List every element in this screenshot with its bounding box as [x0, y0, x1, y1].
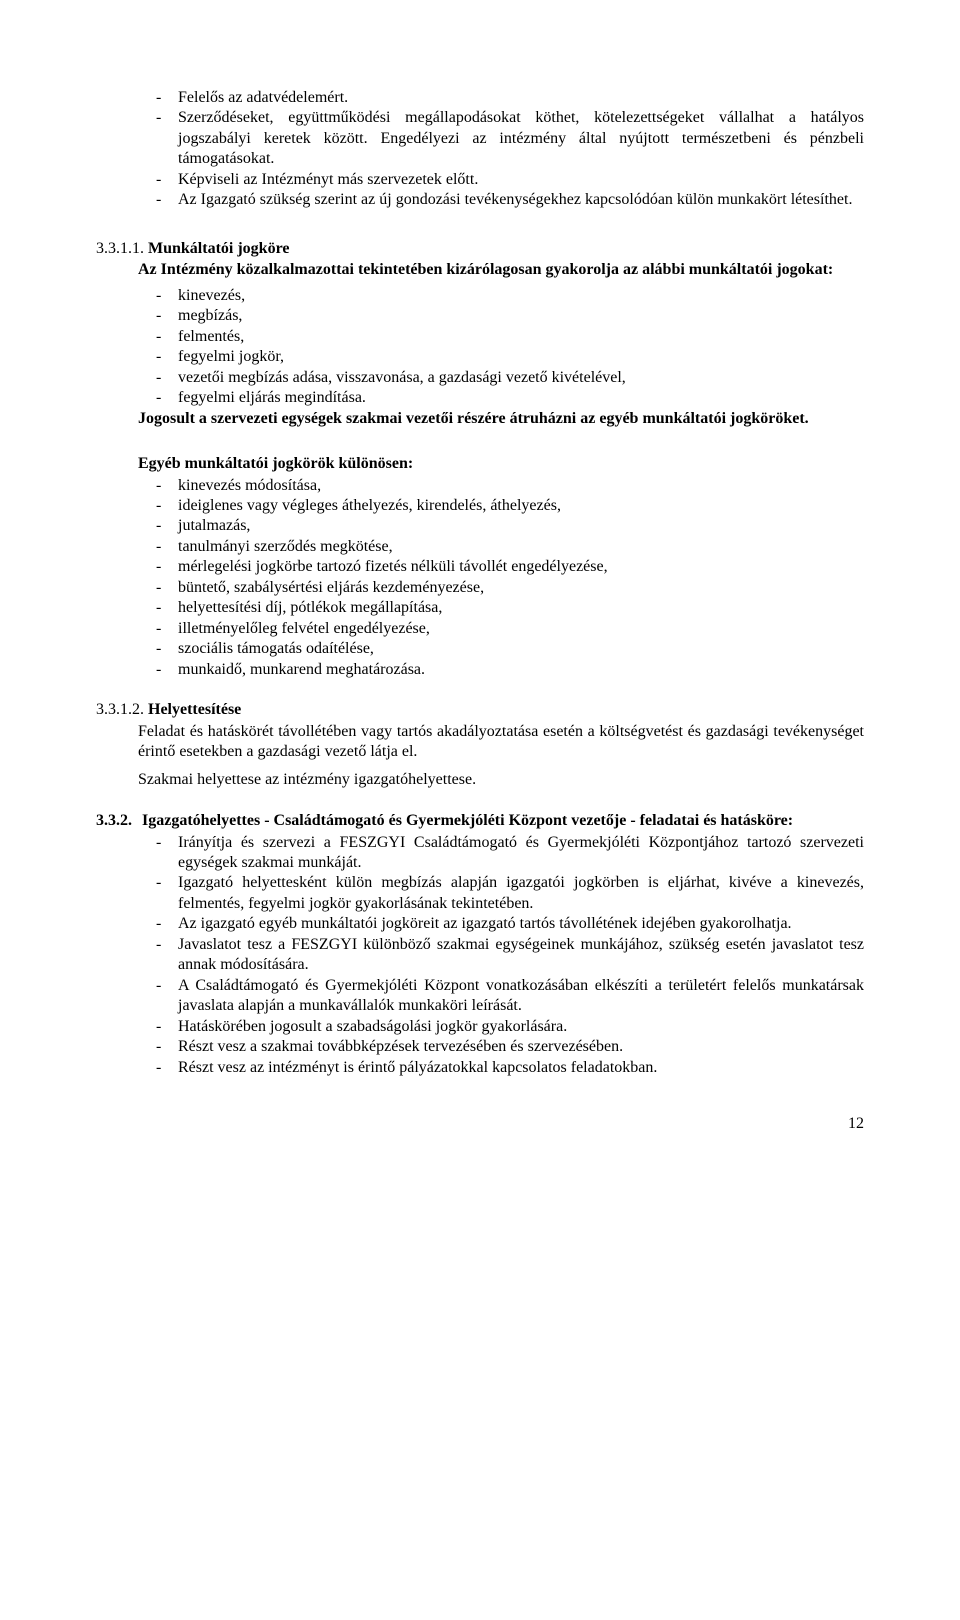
section-number: 3.3.2.: [96, 812, 132, 829]
section-heading: 3.3.1.2. Helyettesítése: [96, 700, 864, 720]
list-item-text: jutalmazás,: [178, 517, 250, 534]
list-item: jutalmazás,: [138, 516, 864, 536]
list-item: Szerződéseket, együttműködési megállapod…: [138, 108, 864, 169]
list-item-text: Szerződéseket, együttműködési megállapod…: [178, 109, 864, 167]
list-item: felmentés,: [138, 327, 864, 347]
list-item-text: Javaslatot tesz a FESZGYI különböző szak…: [178, 936, 864, 973]
list-item: kinevezés módosítása,: [138, 476, 864, 496]
list-item: munkaidő, munkarend meghatározása.: [138, 660, 864, 680]
list-item-text: Irányítja és szervezi a FESZGYI Családtá…: [178, 834, 864, 871]
list-item: Javaslatot tesz a FESZGYI különböző szak…: [138, 935, 864, 976]
list-item: Részt vesz az intézményt is érintő pályá…: [138, 1058, 864, 1078]
list-item: A Családtámogató és Gyermekjóléti Közpon…: [138, 976, 864, 1017]
list-item: kinevezés,: [138, 286, 864, 306]
list-item-text: A Családtámogató és Gyermekjóléti Közpon…: [178, 977, 864, 1014]
section-number: 3.3.1.1.: [96, 240, 144, 257]
list-item-text: illetményelőleg felvétel engedélyezése,: [178, 620, 430, 637]
list-item-text: tanulmányi szerződés megkötése,: [178, 538, 393, 555]
section-trail: Jogosult a szervezeti egységek szakmai v…: [138, 409, 864, 429]
list-item-text: fegyelmi eljárás megindítása.: [178, 389, 366, 406]
list-item-text: Részt vesz a szakmai továbbképzések terv…: [178, 1038, 623, 1055]
list-item: ideiglenes vagy végleges áthelyezés, kir…: [138, 496, 864, 516]
list-item: Az igazgató egyéb munkáltatói jogköreit …: [138, 914, 864, 934]
list-item-text: mérlegelési jogkörbe tartozó fizetés nél…: [178, 558, 608, 575]
paragraph: Szakmai helyettese az intézmény igazgató…: [138, 770, 864, 790]
section-title: Helyettesítése: [148, 701, 241, 718]
list-item: Irányítja és szervezi a FESZGYI Családtá…: [138, 833, 864, 874]
list-item-text: kinevezés,: [178, 287, 245, 304]
section-lead: Az Intézmény közalkalmazottai tekintetéb…: [138, 260, 864, 280]
section-heading: 3.3.2. Igazgatóhelyettes - Családtámogat…: [96, 811, 864, 831]
list-item-text: megbízás,: [178, 307, 242, 324]
other-jogkorok-title: Egyéb munkáltatói jogkörök különösen:: [138, 454, 864, 474]
list-item: fegyelmi eljárás megindítása.: [138, 388, 864, 408]
list-item: szociális támogatás odaítélése,: [138, 639, 864, 659]
list-item-text: szociális támogatás odaítélése,: [178, 640, 374, 657]
list-item: illetményelőleg felvétel engedélyezése,: [138, 619, 864, 639]
list-item-text: munkaidő, munkarend meghatározása.: [178, 661, 425, 678]
list-item-text: büntető, szabálysértési eljárás kezdemén…: [178, 579, 484, 596]
section-title-wrap: Igazgatóhelyettes - Családtámogató és Gy…: [136, 812, 793, 829]
section-332: 3.3.2. Igazgatóhelyettes - Családtámogat…: [96, 811, 864, 1078]
section-3311: 3.3.1.1. Munkáltatói jogköre Az Intézmén…: [96, 239, 864, 680]
list-item: Képviseli az Intézményt más szervezetek …: [138, 170, 864, 190]
feladat-list: Irányítja és szervezi a FESZGYI Családtá…: [138, 833, 864, 1079]
section-title: Munkáltatói jogköre: [148, 240, 289, 257]
list-item-text: vezetői megbízás adása, visszavonása, a …: [178, 369, 626, 386]
page-number: 12: [96, 1114, 864, 1134]
list-item-text: Részt vesz az intézményt is érintő pályá…: [178, 1059, 657, 1076]
list-item-text: helyettesítési díj, pótlékok megállapítá…: [178, 599, 442, 616]
list-item: helyettesítési díj, pótlékok megállapítá…: [138, 598, 864, 618]
list-item-text: Felelős az adatvédelemért.: [178, 89, 348, 106]
section-body: Irányítja és szervezi a FESZGYI Családtá…: [138, 833, 864, 1079]
list-item: Az Igazgató szükség szerint az új gondoz…: [138, 190, 864, 210]
list-item-text: Hatáskörében jogosult a szabadságolási j…: [178, 1018, 567, 1035]
section-heading: 3.3.1.1. Munkáltatói jogköre: [96, 239, 864, 259]
list-item-text: kinevezés módosítása,: [178, 477, 321, 494]
intro-list: Felelős az adatvédelemért. Szerződéseket…: [138, 88, 864, 211]
list-item: megbízás,: [138, 306, 864, 326]
list-item-text: Igazgató helyettesként külön megbízás al…: [178, 874, 864, 911]
list-item-text: Az igazgató egyéb munkáltatói jogköreit …: [178, 915, 792, 932]
jogkor-list: kinevezés, megbízás, felmentés, fegyelmi…: [138, 286, 864, 409]
list-item: Felelős az adatvédelemért.: [138, 88, 864, 108]
list-item-text: Képviseli az Intézményt más szervezetek …: [178, 171, 478, 188]
list-item-text: Az Igazgató szükség szerint az új gondoz…: [178, 191, 852, 208]
list-item: Igazgató helyettesként külön megbízás al…: [138, 873, 864, 914]
section-body: Az Intézmény közalkalmazottai tekintetéb…: [138, 260, 864, 680]
section-3312: 3.3.1.2. Helyettesítése Feladat és hatás…: [96, 700, 864, 790]
list-item: vezetői megbízás adása, visszavonása, a …: [138, 368, 864, 388]
other-jogkorok-list: kinevezés módosítása, ideiglenes vagy vé…: [138, 476, 864, 681]
list-item-text: ideiglenes vagy végleges áthelyezés, kir…: [178, 497, 561, 514]
list-item-text: felmentés,: [178, 328, 244, 345]
intro-list-block: Felelős az adatvédelemért. Szerződéseket…: [138, 88, 864, 211]
paragraph: Feladat és hatáskörét távollétében vagy …: [138, 722, 864, 763]
list-item-text: fegyelmi jogkör,: [178, 348, 284, 365]
list-item: tanulmányi szerződés megkötése,: [138, 537, 864, 557]
list-item: mérlegelési jogkörbe tartozó fizetés nél…: [138, 557, 864, 577]
section-title: Igazgatóhelyettes - Családtámogató és Gy…: [142, 812, 793, 829]
section-number: 3.3.1.2.: [96, 701, 144, 718]
list-item: Hatáskörében jogosult a szabadságolási j…: [138, 1017, 864, 1037]
list-item: fegyelmi jogkör,: [138, 347, 864, 367]
section-body: Feladat és hatáskörét távollétében vagy …: [138, 722, 864, 790]
list-item: Részt vesz a szakmai továbbképzések terv…: [138, 1037, 864, 1057]
list-item: büntető, szabálysértési eljárás kezdemén…: [138, 578, 864, 598]
